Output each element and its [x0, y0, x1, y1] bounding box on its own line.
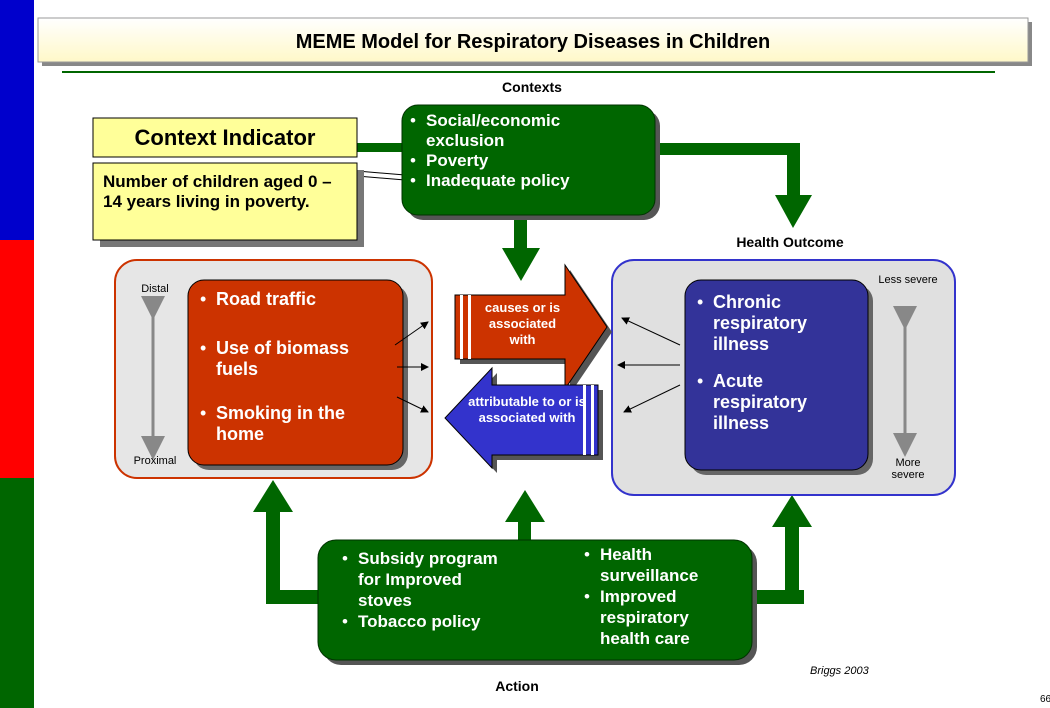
- contexts-label: Contexts: [502, 79, 562, 95]
- action-item: Improved respiratory health care: [584, 586, 724, 649]
- action-item: Subsidy program for Improved stoves: [342, 548, 512, 611]
- action-right: Health surveillance Improved respiratory…: [584, 544, 724, 649]
- source: Briggs 2003: [810, 665, 869, 677]
- page-number: 66: [1040, 694, 1050, 705]
- connector: [356, 170, 406, 176]
- title-box: [37, 17, 1029, 63]
- action-item: Tobacco policy: [342, 611, 512, 632]
- stripe-blue: [0, 0, 34, 240]
- indicator-box: [92, 162, 358, 241]
- context-item: Inadequate policy: [410, 171, 610, 191]
- backward-bands: [583, 385, 594, 455]
- context-item: Poverty: [410, 151, 610, 171]
- proximal-label: Proximal: [133, 455, 177, 467]
- stripe-green: [0, 478, 34, 708]
- forward-bands: [460, 295, 471, 359]
- action-left: Subsidy program for Improved stoves Toba…: [342, 548, 512, 632]
- less-label: Less severe: [878, 274, 938, 286]
- more-label: More severe: [891, 457, 925, 481]
- forward-text: causes or is associated with: [484, 300, 561, 347]
- indicator-label-box: [92, 117, 358, 158]
- contexts-list: Social/economic exclusion Poverty Inadeq…: [410, 111, 610, 191]
- stripe-red: [0, 240, 34, 478]
- action-item: Health surveillance: [584, 544, 724, 586]
- indicator-text: Number of children aged 0 – 14 years liv…: [103, 172, 332, 211]
- green-arrows: [253, 143, 812, 604]
- exposure-item: Smoking in the home: [200, 403, 385, 445]
- outcome-item: Chronic respiratory illness: [697, 292, 852, 355]
- exposure-item: Road traffic: [200, 289, 385, 310]
- connector: [356, 175, 406, 181]
- outcome-label: Health Outcome: [736, 234, 844, 250]
- forward-arrow: [454, 263, 608, 391]
- backward-text: attributable to or is associated with: [468, 394, 586, 425]
- distal-label: Distal: [141, 283, 169, 295]
- small-arrows: [394, 317, 681, 413]
- exposure-list: Road traffic Use of biomass fuels Smokin…: [200, 289, 385, 445]
- outcome-item: Acute respiratory illness: [697, 371, 852, 434]
- exposure-item: Use of biomass fuels: [200, 338, 385, 380]
- title: MEME Model for Respiratory Diseases in C…: [295, 31, 771, 53]
- context-item: Social/economic exclusion: [410, 111, 610, 151]
- indicator-label: Context Indicator: [134, 125, 316, 150]
- backward-arrow: [444, 366, 599, 470]
- outcome-list: Chronic respiratory illness Acute respir…: [697, 292, 852, 434]
- action-label: Action: [495, 678, 539, 694]
